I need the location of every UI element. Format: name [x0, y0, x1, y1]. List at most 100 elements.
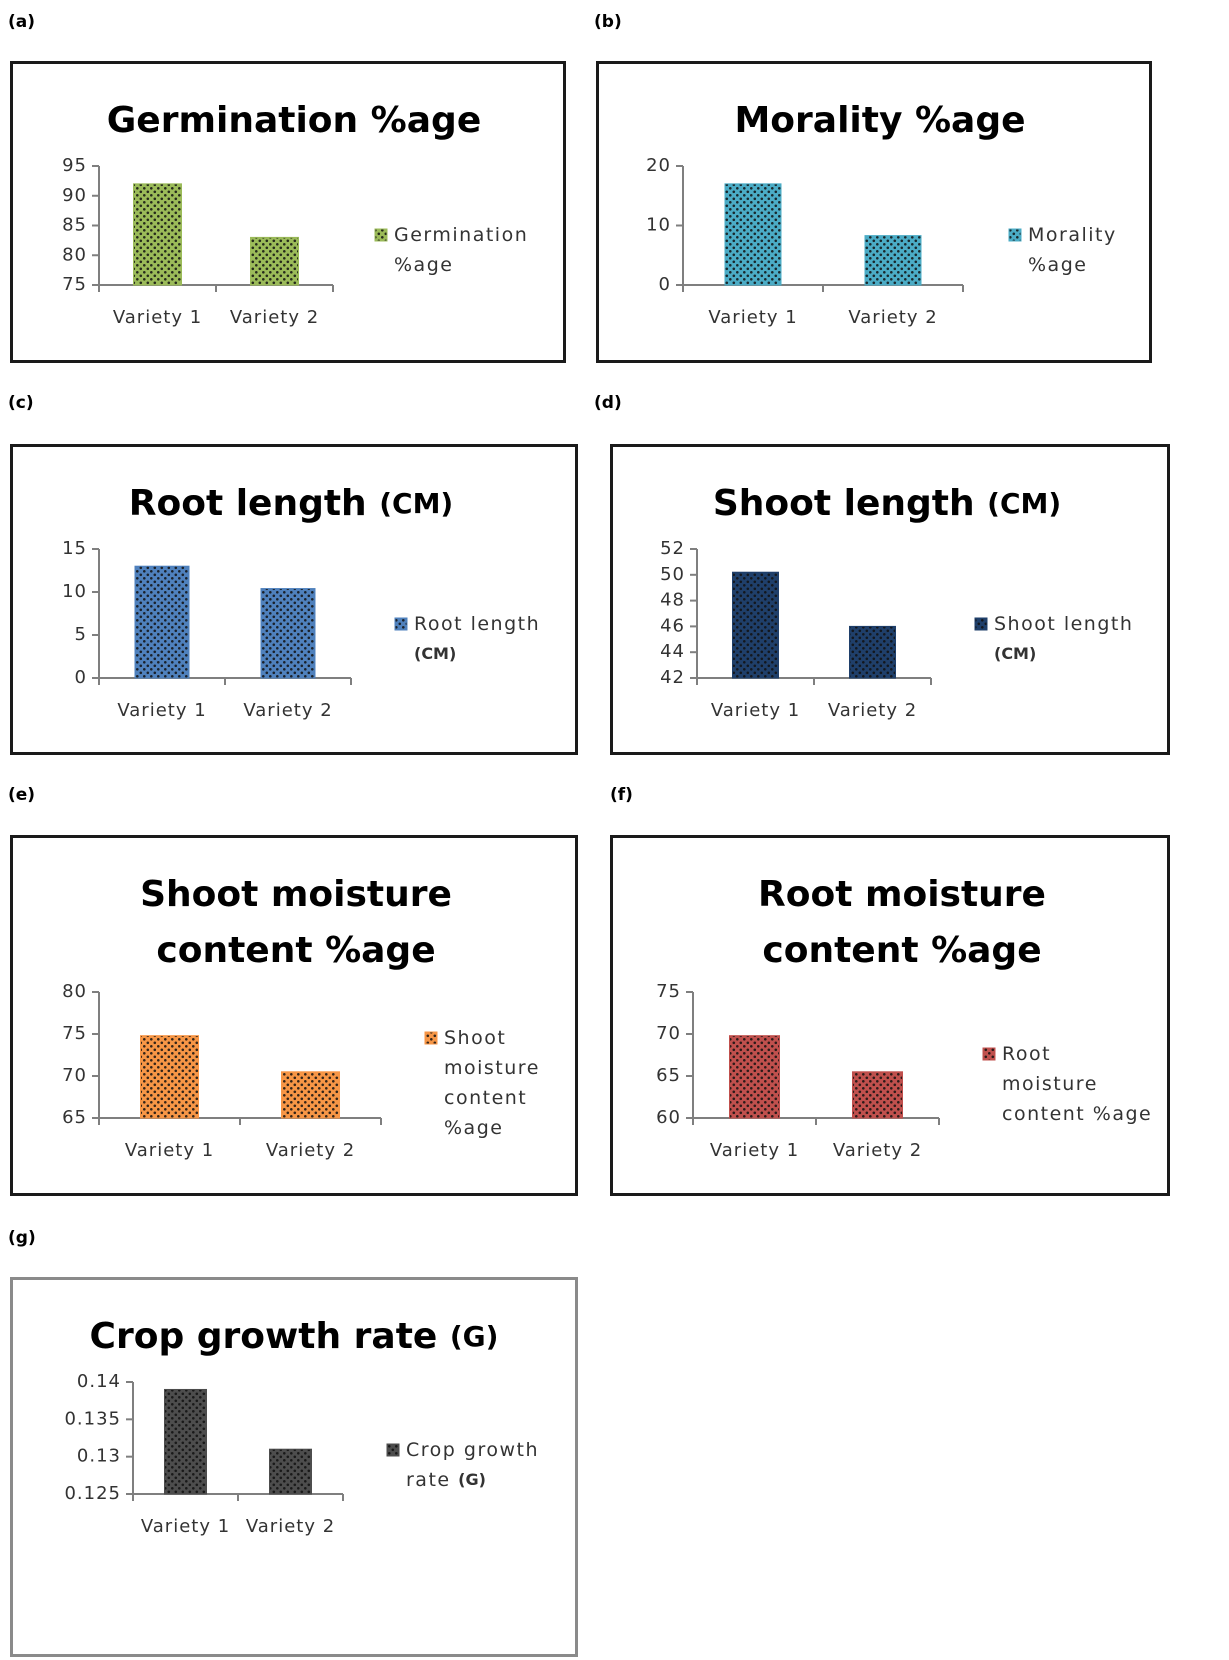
y-tick-label: 70 — [656, 1023, 681, 1044]
x-category-label: Variety 1 — [125, 1140, 214, 1161]
legend-label: Germination — [394, 224, 528, 246]
text-segment: (G) — [458, 1470, 486, 1489]
text-segment: rate — [406, 1469, 458, 1491]
text-segment: %age — [444, 1117, 503, 1139]
chart-title: content %age — [156, 930, 435, 971]
legend-label: (CM) — [414, 644, 456, 663]
chart-title: content %age — [762, 930, 1041, 971]
chart-title: Crop growth rate (G) — [90, 1316, 499, 1357]
legend-swatch — [982, 1047, 996, 1061]
panel-label-e: (e) — [8, 785, 36, 805]
chart-root-length: Root length (CM) 15 10 5 0 Variety 1 Variety 2… — [10, 444, 578, 755]
legend-label: Shoot — [444, 1027, 506, 1049]
legend-label: Morality — [1028, 224, 1117, 246]
chart-shoot-moisture: Shoot moisture content %age 80 75 70 65 Variet… — [10, 835, 578, 1196]
text-segment: Shoot length — [713, 483, 987, 524]
text-segment: Crop growth rate — [90, 1316, 450, 1357]
chart-title: Shoot length (CM) — [713, 483, 1061, 524]
text-segment: Crop growth — [406, 1439, 539, 1461]
text-segment: content %age — [156, 930, 435, 971]
chart-title: Root moisture — [758, 874, 1046, 915]
legend-swatch — [974, 617, 988, 631]
bar — [250, 236, 299, 286]
text-segment: (CM) — [994, 644, 1036, 663]
bar — [133, 183, 182, 286]
chart-svg: Crop growth rate (G) 0.14 0.135 0.13 0.125 Va… — [64, 1316, 539, 1537]
legend-label: %age — [444, 1117, 503, 1139]
bar — [281, 1071, 340, 1119]
text-segment: moisture — [1002, 1073, 1098, 1095]
text-segment: content %age — [762, 930, 1041, 971]
chart-title: Morality %age — [734, 100, 1025, 141]
legend-label: Root — [1002, 1043, 1051, 1065]
text-segment: Morality — [1028, 224, 1117, 246]
text-segment: Morality %age — [734, 100, 1025, 141]
chart-title: Germination %age — [107, 100, 481, 141]
y-tick-label: 44 — [660, 641, 685, 662]
text-segment: Germination %age — [107, 100, 481, 141]
chart-svg: Shoot length (CM) 52 50 48 46 44 42 Variety 1 Va… — [660, 483, 1133, 721]
chart-shoot-length: Shoot length (CM) 52 50 48 46 44 42 Variety 1 Va… — [610, 444, 1170, 755]
x-category-label: Variety 1 — [708, 307, 797, 328]
y-tick-label: 80 — [62, 244, 87, 265]
panel-label-a: (a) — [8, 12, 36, 32]
x-category-label: Variety 2 — [828, 700, 917, 721]
y-tick-label: 10 — [646, 215, 671, 236]
legend-swatch — [386, 1443, 400, 1457]
text-segment: Shoot length — [994, 613, 1133, 635]
y-tick-label: 75 — [62, 1023, 87, 1044]
x-category-label: Variety 1 — [117, 700, 206, 721]
text-segment: %age — [1028, 254, 1087, 276]
legend-label: Root length — [414, 613, 540, 635]
y-tick-label: 85 — [62, 215, 87, 236]
text-segment: Germination — [394, 224, 528, 246]
chart-svg: Morality %age 20 10 0 Variety 1 Variety 2 Mora… — [646, 100, 1117, 328]
x-category-label: Variety 2 — [230, 307, 319, 328]
legend-swatch — [394, 617, 408, 631]
bar — [164, 1388, 207, 1495]
y-tick-label: 65 — [62, 1107, 87, 1128]
text-segment: (G) — [450, 1320, 499, 1353]
panel-label-f: (f) — [610, 785, 633, 805]
x-category-label: Variety 1 — [711, 700, 800, 721]
legend-label: content %age — [1002, 1103, 1152, 1125]
chart-root-moisture: Root moisture content %age 75 70 65 60 Variety… — [610, 835, 1170, 1196]
y-tick-label: 0.135 — [64, 1408, 121, 1429]
bar — [724, 183, 782, 286]
x-category-label: Variety 2 — [266, 1140, 355, 1161]
legend-swatch — [424, 1031, 438, 1045]
panel-label-c: (c) — [8, 393, 34, 413]
y-tick-label: 0 — [659, 274, 671, 295]
y-tick-label: 90 — [62, 185, 87, 206]
y-tick-label: 0.125 — [64, 1483, 121, 1504]
legend-label: rate (G) — [406, 1469, 486, 1491]
legend-swatch — [374, 228, 388, 242]
bar — [849, 625, 896, 679]
text-segment: (CM) — [987, 487, 1061, 520]
y-tick-label: 60 — [656, 1107, 681, 1128]
bar — [140, 1035, 199, 1119]
chart-svg: Shoot moisture content %age 80 75 70 65 Variet… — [62, 874, 540, 1161]
y-tick-label: 50 — [660, 564, 685, 585]
y-tick-label: 42 — [660, 667, 685, 688]
y-tick-label: 75 — [62, 274, 87, 295]
text-segment: content %age — [1002, 1103, 1152, 1125]
text-segment: (CM) — [414, 644, 456, 663]
legend-label: moisture — [444, 1057, 540, 1079]
y-tick-label: 46 — [660, 615, 685, 636]
legend-label: Crop growth — [406, 1439, 539, 1461]
panel-label-d: (d) — [594, 393, 622, 413]
legend-label: %age — [1028, 254, 1087, 276]
text-segment: Root moisture — [758, 874, 1046, 915]
bar — [729, 1035, 780, 1119]
y-tick-label: 70 — [62, 1065, 87, 1086]
text-segment: Root length — [129, 483, 379, 524]
y-tick-label: 65 — [656, 1065, 681, 1086]
bar — [260, 588, 316, 679]
x-category-label: Variety 1 — [141, 1516, 230, 1537]
text-segment: Root — [1002, 1043, 1051, 1065]
chart-svg: Root moisture content %age 75 70 65 60 Variety… — [656, 874, 1152, 1161]
bar — [732, 571, 779, 679]
legend-label: (CM) — [994, 644, 1036, 663]
chart-svg: Germination %age 95 90 85 80 75 Variety 1 Varie… — [62, 100, 528, 328]
